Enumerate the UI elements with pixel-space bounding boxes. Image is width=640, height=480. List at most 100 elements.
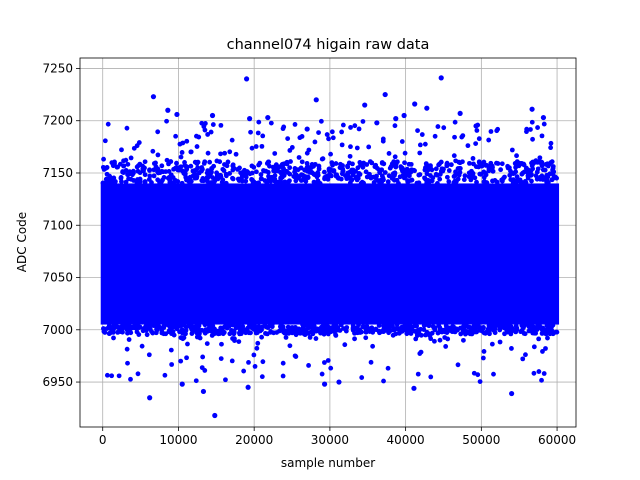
x-axis-label: sample number xyxy=(281,456,375,470)
data-point xyxy=(370,343,376,349)
data-point xyxy=(243,173,248,178)
data-point xyxy=(326,167,332,173)
data-point xyxy=(367,159,373,165)
data-point xyxy=(176,167,182,173)
data-point xyxy=(260,359,266,365)
data-point xyxy=(298,165,304,171)
data-point xyxy=(443,344,449,349)
data-point xyxy=(462,173,468,179)
data-point xyxy=(331,168,337,173)
data-point xyxy=(394,322,400,327)
data-point xyxy=(507,326,513,332)
data-point xyxy=(128,376,133,382)
data-point xyxy=(526,324,532,329)
data-point xyxy=(207,159,213,165)
outlier-point xyxy=(247,116,253,122)
data-point xyxy=(494,323,500,328)
data-point xyxy=(312,328,318,334)
data-point xyxy=(131,178,137,183)
data-point xyxy=(199,365,205,371)
data-point xyxy=(193,172,199,178)
data-point xyxy=(292,169,297,175)
data-point xyxy=(412,168,417,174)
data-point xyxy=(359,329,364,335)
data-point xyxy=(402,150,408,156)
data-point xyxy=(330,135,336,141)
data-point xyxy=(363,335,369,341)
data-point xyxy=(204,174,210,180)
data-point xyxy=(249,145,255,151)
data-point xyxy=(385,365,391,371)
data-point xyxy=(536,369,542,374)
data-point xyxy=(135,371,141,377)
data-point xyxy=(518,329,524,335)
data-point xyxy=(251,164,257,170)
data-point xyxy=(142,159,148,165)
data-point xyxy=(525,168,531,174)
data-point xyxy=(288,159,293,164)
data-point xyxy=(164,157,170,163)
data-point xyxy=(246,360,251,365)
data-point xyxy=(171,332,177,338)
data-point xyxy=(472,329,478,335)
data-point xyxy=(341,326,346,331)
data-point xyxy=(437,176,443,182)
data-point xyxy=(529,178,534,184)
data-point xyxy=(167,180,173,185)
data-point xyxy=(352,336,357,342)
data-point xyxy=(205,150,211,156)
data-point xyxy=(306,363,311,368)
data-point xyxy=(275,168,281,174)
data-point xyxy=(309,162,315,167)
data-point xyxy=(459,134,465,140)
data-point xyxy=(401,173,407,179)
data-point xyxy=(211,179,217,185)
outlier-point xyxy=(313,97,319,103)
data-point xyxy=(452,172,458,178)
data-point xyxy=(265,325,271,330)
data-point xyxy=(482,170,488,176)
data-point xyxy=(303,178,309,184)
data-point xyxy=(259,334,265,340)
data-point xyxy=(348,125,353,130)
y-tick-label: 7250 xyxy=(42,61,73,75)
outlier-point xyxy=(212,412,218,419)
data-point xyxy=(356,126,362,132)
data-point xyxy=(218,122,224,128)
data-point xyxy=(253,144,259,149)
data-point xyxy=(230,176,236,182)
outlier-point xyxy=(304,126,310,132)
data-point xyxy=(424,171,430,177)
data-point xyxy=(418,332,424,338)
data-point xyxy=(509,346,514,351)
data-point xyxy=(306,147,312,153)
y-tick-label: 7000 xyxy=(42,323,73,337)
data-point xyxy=(251,323,257,328)
data-point xyxy=(340,166,346,172)
data-point xyxy=(470,156,476,161)
data-point xyxy=(285,136,291,141)
data-point xyxy=(328,326,333,332)
data-point xyxy=(334,172,340,178)
x-tick-label: 20000 xyxy=(235,433,273,447)
data-point xyxy=(248,129,253,135)
data-point xyxy=(125,360,130,366)
data-point xyxy=(342,342,348,348)
data-point xyxy=(316,130,321,136)
data-point xyxy=(222,150,228,156)
data-point xyxy=(195,159,201,165)
data-point xyxy=(147,167,152,173)
data-point xyxy=(474,179,479,185)
data-point xyxy=(514,178,520,184)
data-point xyxy=(422,141,428,147)
data-point xyxy=(169,362,175,367)
data-point xyxy=(545,335,550,341)
data-point xyxy=(296,155,302,160)
data-point xyxy=(260,133,266,139)
data-point xyxy=(456,172,462,178)
data-point xyxy=(517,160,522,166)
data-point xyxy=(522,331,528,337)
y-tick-label: 7200 xyxy=(42,114,73,128)
data-point xyxy=(532,159,538,165)
data-point xyxy=(513,329,519,335)
